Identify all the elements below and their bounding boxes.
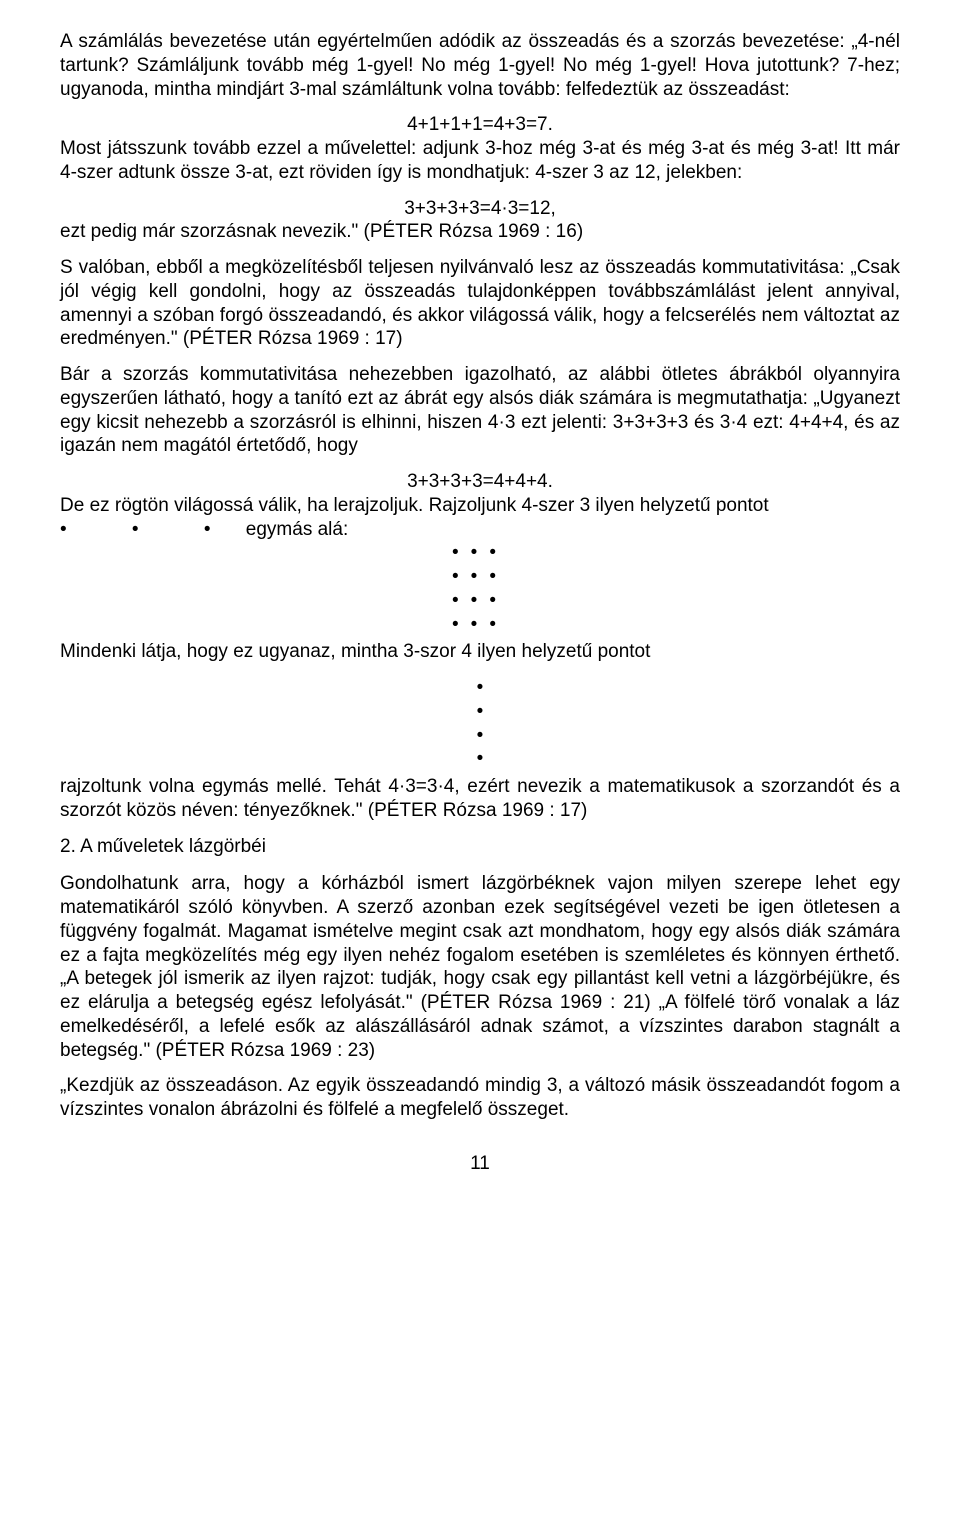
grid-row-1: •••	[60, 541, 900, 565]
dot-lead-row: • • • egymás alá:	[60, 518, 900, 542]
col-dot-2: •	[60, 700, 900, 724]
equation-3: 3+3+3+3=4+4+4.	[60, 470, 900, 494]
dot-grid-4x3: ••• ••• ••• •••	[60, 541, 900, 636]
paragraph-1b: Most játsszunk tovább ezzel a művelettel…	[60, 137, 900, 185]
paragraph-3b-line: De ez rögtön világossá válik, ha lerajzo…	[60, 494, 900, 518]
text-egymas: egymás alá:	[246, 519, 348, 540]
paragraph-1a: A számlálás bevezetése után egyértelműen…	[60, 30, 900, 101]
page-number: 11	[60, 1152, 900, 1176]
paragraph-2: S valóban, ebből a megközelítésből telje…	[60, 256, 900, 351]
paragraph-4: Gondolhatunk arra, hogy a kórházból isme…	[60, 872, 900, 1062]
paragraph-1c: ezt pedig már szorzásnak nevezik." (PÉTE…	[60, 220, 900, 244]
col-dot-1: •	[60, 676, 900, 700]
paragraph-3c: Mindenki látja, hogy ez ugyanaz, mintha …	[60, 640, 900, 664]
equation-1: 4+1+1+1=4+3=7.	[60, 113, 900, 137]
grid-row-4: •••	[60, 613, 900, 637]
col-dot-3: •	[60, 724, 900, 748]
col-dot-4: •	[60, 747, 900, 771]
paragraph-3d: rajzoltunk volna egymás mellé. Tehát 4·3…	[60, 775, 900, 823]
grid-row-2: •••	[60, 565, 900, 589]
paragraph-5: „Kezdjük az összeadáson. Az egyik összea…	[60, 1074, 900, 1122]
grid-row-3: •••	[60, 589, 900, 613]
section-2-title: 2. A műveletek lázgörbéi	[60, 835, 900, 859]
equation-2: 3+3+3+3=4·3=12,	[60, 197, 900, 221]
paragraph-3a: Bár a szorzás kommutativitása nehezebben…	[60, 363, 900, 458]
dots-inline: • • •	[60, 518, 241, 542]
dot-column-4: • • • •	[60, 676, 900, 771]
